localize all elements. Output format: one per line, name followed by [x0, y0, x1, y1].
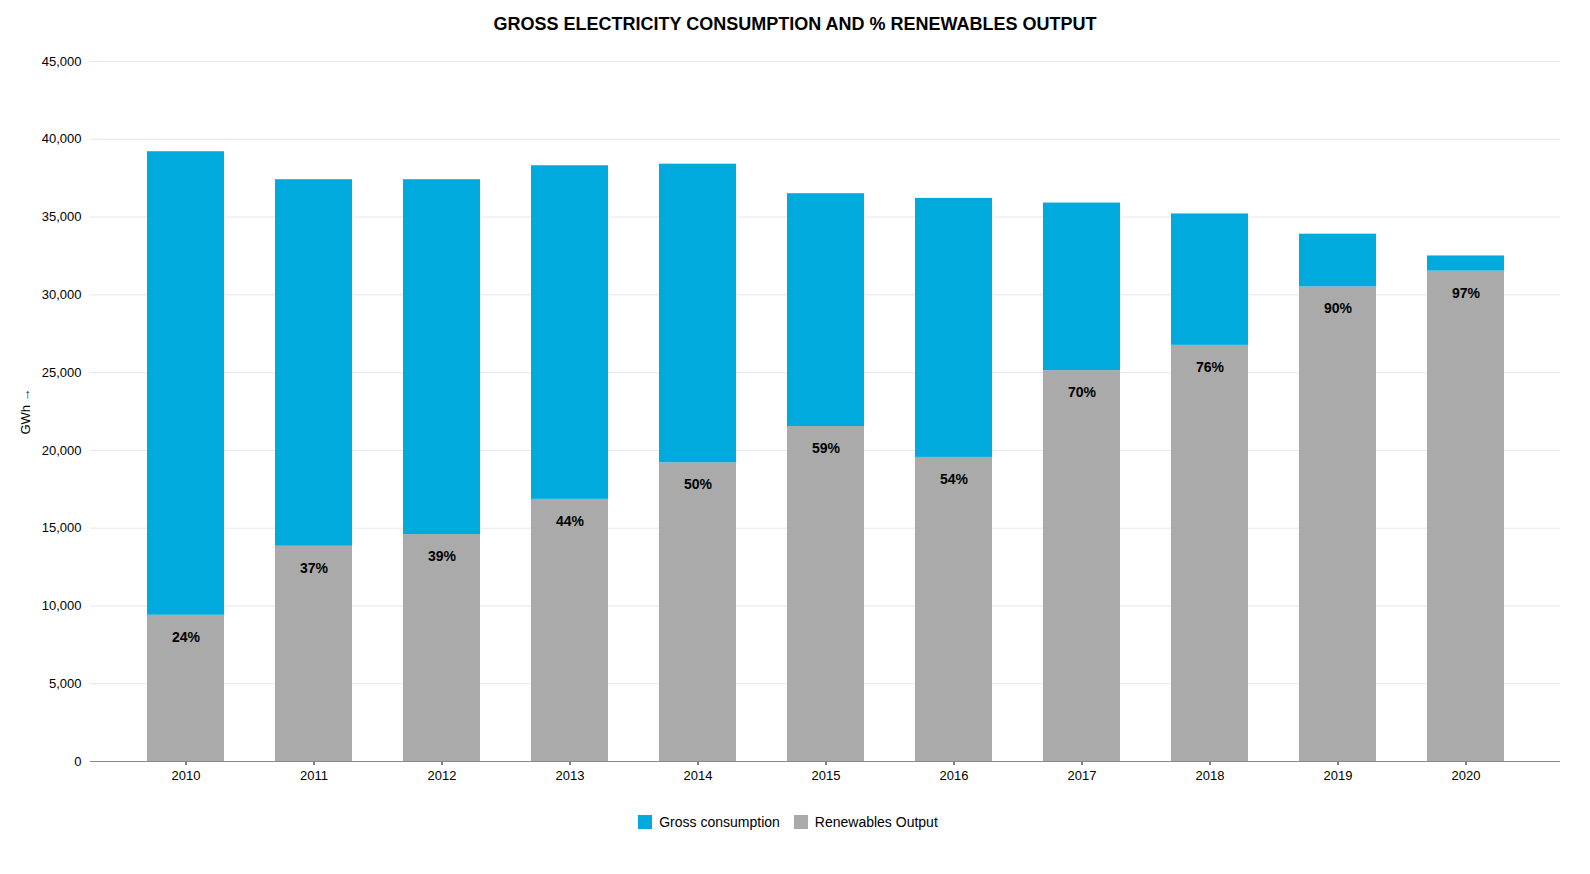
- svg-text:59%: 59%: [812, 440, 841, 456]
- svg-text:2015: 2015: [812, 768, 841, 783]
- svg-text:0: 0: [74, 754, 81, 769]
- svg-text:30,000: 30,000: [42, 287, 82, 302]
- svg-text:2011: 2011: [300, 768, 328, 783]
- svg-text:15,000: 15,000: [42, 520, 82, 535]
- svg-text:76%: 76%: [1196, 359, 1225, 375]
- svg-text:GWh →: GWh →: [18, 388, 33, 434]
- svg-text:2017: 2017: [1068, 768, 1097, 783]
- svg-text:2013: 2013: [556, 768, 585, 783]
- svg-text:37%: 37%: [300, 560, 329, 576]
- svg-text:2018: 2018: [1196, 768, 1225, 783]
- svg-text:90%: 90%: [1324, 300, 1353, 316]
- svg-text:2019: 2019: [1324, 768, 1353, 783]
- svg-text:2014: 2014: [684, 768, 713, 783]
- svg-text:70%: 70%: [1068, 384, 1097, 400]
- svg-text:40,000: 40,000: [42, 131, 82, 146]
- svg-text:2016: 2016: [940, 768, 969, 783]
- svg-text:10,000: 10,000: [42, 598, 82, 613]
- svg-text:5,000: 5,000: [49, 676, 82, 691]
- svg-text:25,000: 25,000: [42, 365, 82, 380]
- svg-text:54%: 54%: [940, 471, 969, 487]
- svg-text:44%: 44%: [556, 513, 585, 529]
- svg-text:24%: 24%: [172, 629, 201, 645]
- svg-text:45,000: 45,000: [42, 54, 82, 69]
- svg-text:50%: 50%: [684, 476, 713, 492]
- svg-text:20,000: 20,000: [42, 443, 82, 458]
- html-text:GROSS ELECTRICITY CONSUMPTION: GROSS ELECTRICITY CONSUMPTION AND % RENE…: [493, 14, 1097, 34]
- html-text:Renewables Output: Renewables Output: [814, 813, 938, 830]
- svg-text:2020: 2020: [1452, 768, 1481, 783]
- html-text:Gross consumption: Gross consumption: [659, 813, 780, 830]
- svg-text:2012: 2012: [428, 768, 457, 783]
- svg-text:97%: 97%: [1452, 285, 1481, 301]
- svg-text:35,000: 35,000: [42, 209, 82, 224]
- svg-text:2010: 2010: [172, 768, 201, 783]
- svg-text:39%: 39%: [428, 548, 457, 564]
